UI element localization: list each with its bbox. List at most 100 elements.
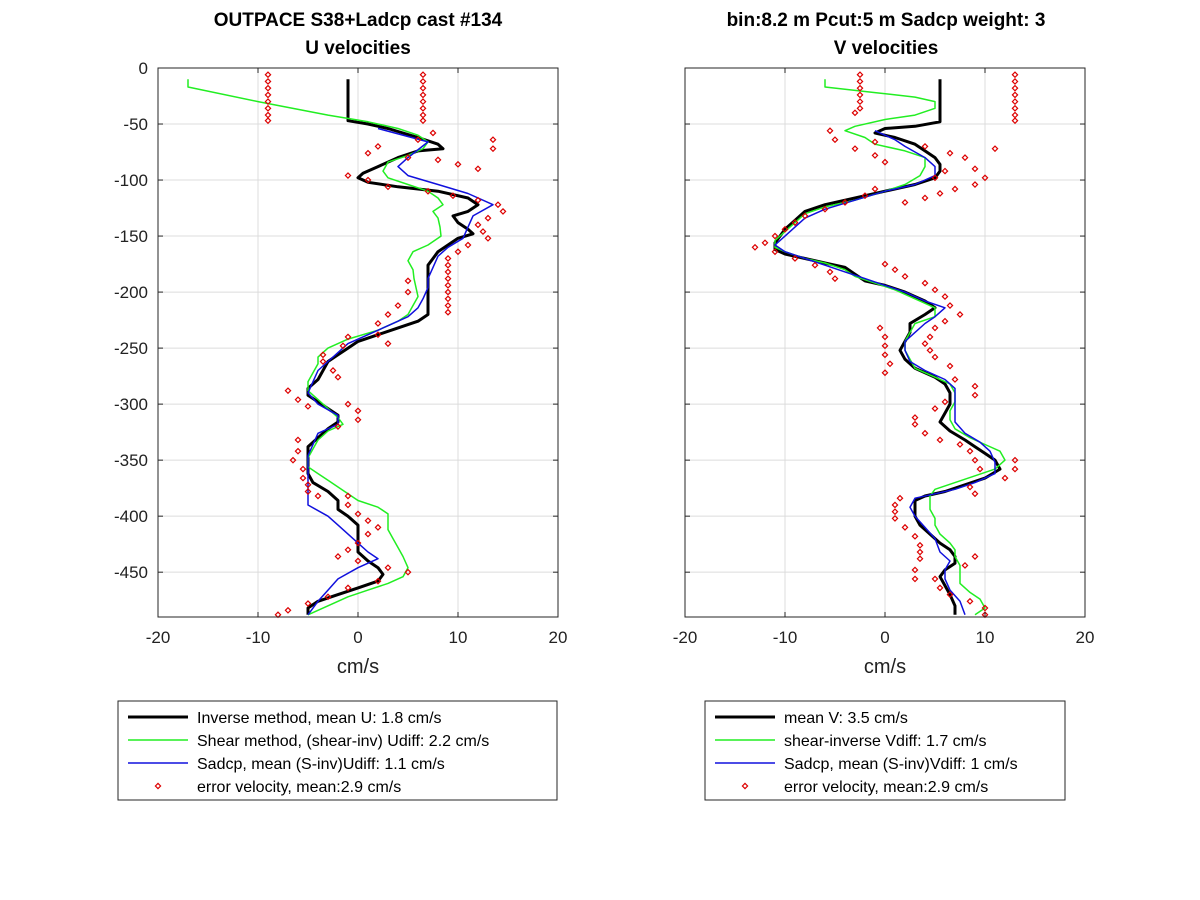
u-error-velocity-marker — [364, 176, 372, 184]
u-error-velocity-marker — [444, 268, 452, 276]
v-error-velocity-marker — [856, 98, 864, 106]
v-error-velocity-marker — [1011, 91, 1019, 99]
v-error-velocity-marker — [881, 333, 889, 341]
v-error-velocity-marker — [936, 584, 944, 592]
v-error-velocity-marker — [946, 302, 954, 309]
u-error-velocity-marker — [484, 214, 492, 222]
v-error-velocity-marker — [886, 360, 894, 368]
v-error-velocity-marker — [856, 71, 864, 79]
u-error-velocity-marker — [404, 154, 412, 162]
u-error-velocity-marker — [319, 358, 327, 365]
u-error-velocity-marker — [264, 111, 272, 119]
v-error-velocity-marker — [1011, 104, 1019, 112]
v-error-velocity-marker — [1011, 117, 1019, 125]
u-y-tick-label: -200 — [114, 283, 148, 302]
v-error-velocity-marker — [941, 398, 949, 406]
u-legend-label: Inverse method, mean U: 1.8 cm/s — [197, 710, 442, 727]
v-error-velocity-marker — [1011, 98, 1019, 106]
u-error-velocity-marker — [474, 221, 482, 229]
u-error-velocity-marker — [264, 117, 272, 125]
v-error-velocity-marker — [971, 165, 979, 173]
u-legend-label: Sadcp, mean (S-inv)Udiff: 1.1 cm/s — [197, 756, 445, 773]
u-error-velocity-marker — [419, 84, 427, 92]
u-error-velocity-marker — [299, 465, 307, 473]
v-error-velocity-marker — [936, 436, 944, 444]
u-error-velocity-marker — [444, 261, 452, 269]
u-error-velocity-marker — [294, 436, 302, 444]
v-error-velocity-marker — [926, 333, 934, 341]
v-error-velocity-marker — [821, 205, 829, 213]
u-error-velocity-marker — [304, 481, 312, 489]
v-error-velocity-marker — [911, 566, 919, 574]
u-error-velocity-marker — [449, 192, 457, 200]
v-error-velocity-marker — [851, 145, 859, 153]
v-error-velocity-marker — [911, 532, 919, 540]
v-error-velocity-marker — [941, 293, 949, 301]
v-legend-label: Sadcp, mean (S-inv)Vdiff: 1 cm/s — [784, 756, 1018, 773]
u-error-velocity-marker — [489, 145, 497, 153]
u-x-tick-label: 0 — [353, 628, 362, 647]
v-error-velocity-marker — [826, 268, 834, 276]
u-error-velocity-marker — [419, 71, 427, 79]
v-error-velocity-marker — [971, 490, 979, 498]
u-error-velocity-marker — [344, 333, 352, 341]
u-error-velocity-marker — [479, 228, 487, 236]
v-error-velocity-marker — [856, 84, 864, 92]
v-error-velocity-marker — [891, 514, 899, 522]
u-x-ticks: -20 -10 0 10 20 — [146, 68, 567, 647]
u-error-velocity-marker — [299, 474, 307, 482]
v-x-tick-label: -20 — [673, 628, 698, 647]
u-error-velocity-marker — [374, 142, 382, 150]
u-error-velocity-marker — [304, 402, 312, 410]
v-series-line-1 — [774, 79, 1006, 616]
v-error-velocity-marker — [921, 340, 929, 348]
v-error-velocity-marker — [896, 494, 904, 502]
v-error-velocity-marker — [771, 232, 779, 240]
u-error-velocity-marker — [334, 373, 342, 381]
v-error-velocity-marker — [966, 597, 974, 605]
v-error-velocity-marker — [871, 185, 879, 193]
v-error-velocity-marker — [966, 447, 974, 455]
v-error-velocity-marker — [926, 346, 934, 354]
v-error-velocity-marker — [911, 414, 919, 422]
u-error-velocity-marker — [314, 492, 322, 500]
u-error-velocity-marker — [444, 281, 452, 289]
u-error-velocity-marker — [344, 584, 352, 592]
v-error-velocity-marker — [971, 553, 979, 560]
v-error-velocity-marker — [966, 483, 974, 491]
u-error-velocity-marker — [444, 308, 452, 316]
v-x-tick-label: 10 — [976, 628, 995, 647]
v-error-velocity-marker — [781, 225, 789, 233]
v-error-velocity-marker — [916, 541, 924, 549]
v-error-velocity-marker — [771, 248, 779, 256]
v-error-velocity-marker — [921, 142, 929, 150]
u-error-velocity-marker — [454, 160, 462, 168]
v-error-velocity-marker — [946, 591, 954, 599]
v-error-velocity-marker — [791, 255, 799, 262]
v-error-velocity-marker — [811, 261, 819, 269]
u-error-velocity-marker — [474, 196, 482, 204]
u-x-tick-label: -10 — [246, 628, 271, 647]
v-x-tick-label: 0 — [880, 628, 889, 647]
u-error-velocity-marker — [419, 104, 427, 112]
u-error-velocity-marker — [444, 295, 452, 303]
u-y-tick-label: -300 — [114, 395, 148, 414]
v-error-velocity-marker — [971, 181, 979, 188]
u-error-velocity-marker — [384, 311, 392, 318]
v-error-velocity-marker — [791, 219, 799, 227]
u-series-line-0 — [306, 79, 480, 615]
v-error-velocity-marker — [871, 151, 879, 159]
v-error-velocity-marker — [881, 158, 889, 166]
u-error-velocity-marker — [374, 577, 382, 585]
v-error-velocity-marker — [856, 104, 864, 112]
v-x-tick-label: 20 — [1076, 628, 1095, 647]
u-error-velocity-marker — [434, 156, 442, 164]
v-error-velocity-marker — [861, 192, 869, 200]
u-grid — [158, 68, 558, 617]
u-error-velocity-marker — [319, 351, 327, 359]
v-error-velocity-marker — [751, 243, 759, 251]
v-velocity-panel: bin:8.2 m Pcut:5 m Sadcp weight: 3 V vel… — [673, 10, 1095, 801]
v-error-velocity-marker — [911, 575, 919, 583]
u-error-velocity-marker — [304, 488, 312, 495]
u-error-velocity-marker — [394, 302, 402, 309]
